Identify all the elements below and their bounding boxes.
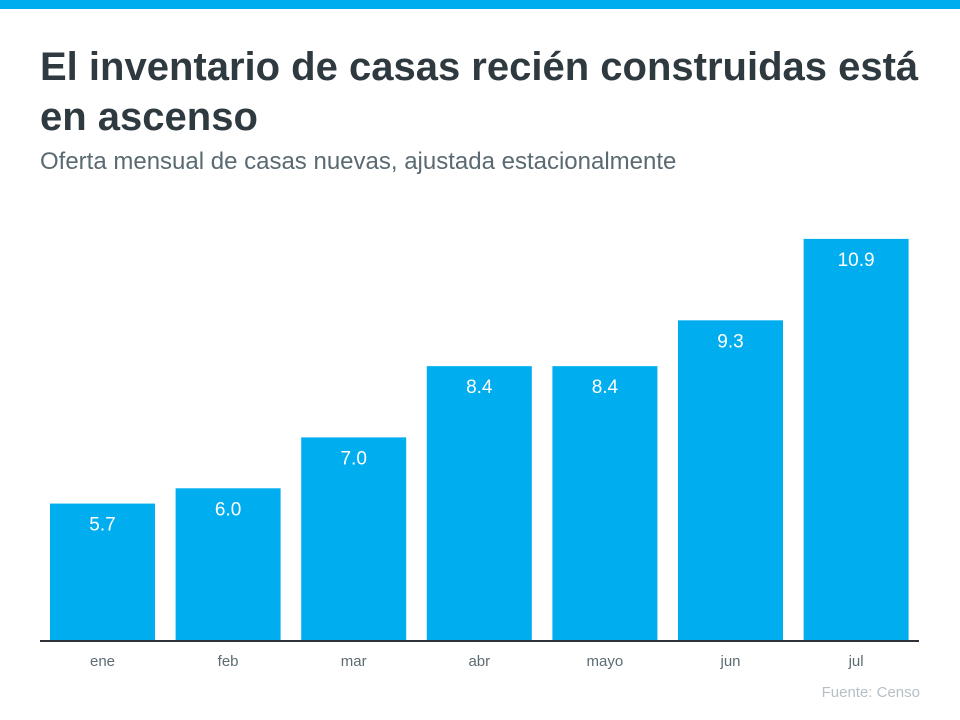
x-tick-label: feb [218,653,239,670]
top-accent-bar [0,0,960,9]
data-label: 9.3 [717,331,743,352]
bar [552,366,658,641]
chart-subtitle: Oferta mensual de casas nuevas, ajustada… [40,148,677,175]
x-tick-label: mayo [587,653,624,670]
data-label: 7.0 [340,448,366,469]
bar [426,366,532,641]
data-label: 10.9 [838,250,875,271]
x-tick-label: ene [90,653,115,670]
bar [678,320,783,641]
data-label: 8.4 [466,377,493,398]
x-tick-label: jun [719,653,740,670]
bar [301,437,407,641]
bar [50,503,155,641]
data-label: 5.7 [89,515,115,536]
bar [803,238,909,641]
source-note: Fuente: Censo [821,684,920,701]
bar [175,488,281,641]
x-tick-label: abr [468,653,490,670]
data-label: 6.0 [215,499,241,520]
x-tick-label: jul [848,653,864,670]
x-tick-label: mar [341,653,367,670]
data-label: 8.4 [592,377,619,398]
chart-title: El inventario de casas recién construida… [40,45,919,139]
